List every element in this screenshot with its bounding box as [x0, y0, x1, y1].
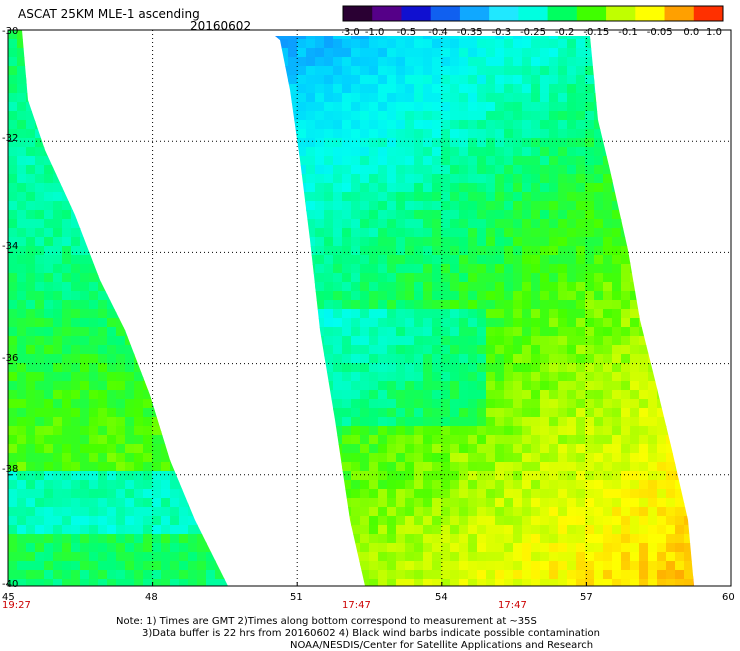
map-frame — [7, 29, 732, 587]
y-tick-label: -36 — [2, 353, 19, 364]
colorbar-frame — [342, 5, 724, 22]
colorbar-label: -0.2 — [555, 27, 575, 38]
colorbar-swatch — [430, 6, 461, 21]
colorbar-swatch — [401, 6, 432, 21]
x-tick-label: 45 — [2, 592, 15, 603]
colorbar: -3.0 -1.0 -0.5 -0.4 -0.35 -0.3 -0.25 -0.2 -0.15-… — [342, 5, 724, 38]
colorbar-swatch — [664, 6, 695, 21]
colorbar-label: -3.0 — [342, 27, 360, 38]
colorbar-label: -0.1 — [618, 27, 638, 38]
colorbar-label: -1.0 — [365, 27, 385, 38]
colorbar-label: -0.35 — [457, 27, 483, 38]
colorbar-swatch — [693, 6, 724, 21]
note-line-3: NOAA/NESDIS/Center for Satellite Applica… — [290, 640, 594, 651]
pass-time-east-1: 17:47 — [342, 600, 371, 611]
colorbar-swatch — [576, 6, 607, 21]
y-tick-label: -32 — [2, 133, 19, 144]
colorbar-swatch — [489, 6, 519, 21]
y-tick-label: -34 — [2, 241, 19, 252]
colorbar-swatch — [372, 6, 402, 21]
y-tick-label: -40 — [2, 579, 19, 590]
map-title: ASCAT 25KM MLE-1 ascending — [18, 7, 200, 21]
y-tick-label: -38 — [2, 464, 19, 475]
graticule — [8, 30, 731, 586]
swath-east — [275, 36, 694, 586]
colorbar-swatch — [518, 6, 549, 21]
swath-west — [8, 30, 228, 586]
colorbar-label: -0.15 — [583, 27, 609, 38]
x-tick-label: 54 — [435, 592, 448, 603]
colorbar-label: -0.05 — [647, 27, 673, 38]
colorbar-label: -0.5 — [397, 27, 417, 38]
pass-time-west: 19:27 — [2, 600, 31, 611]
note-line-2: 3)Data buffer is 22 hrs from 20160602 4)… — [142, 628, 600, 639]
colorbar-label: 1.0 — [706, 27, 722, 38]
colorbar-swatch — [459, 6, 490, 21]
colorbar-swatch — [606, 6, 636, 21]
x-tick-label: 60 — [722, 592, 735, 603]
y-tick-label: -30 — [2, 26, 19, 37]
colorbar-swatch — [343, 6, 373, 21]
colorbar-label: -0.3 — [492, 27, 512, 38]
x-tick-label: 48 — [145, 592, 158, 603]
pass-time-east-2: 17:47 — [498, 600, 527, 611]
colorbar-label: 0.0 — [683, 27, 699, 38]
colorbar-label: -0.4 — [428, 27, 448, 38]
colorbar-swatch — [635, 6, 666, 21]
x-tick-label: 57 — [580, 592, 593, 603]
x-tick-label: 51 — [290, 592, 303, 603]
colorbar-label: -0.25 — [520, 27, 546, 38]
note-line-1: Note: 1) Times are GMT 2)Times along bot… — [116, 616, 537, 627]
colorbar-swatch — [547, 6, 578, 21]
